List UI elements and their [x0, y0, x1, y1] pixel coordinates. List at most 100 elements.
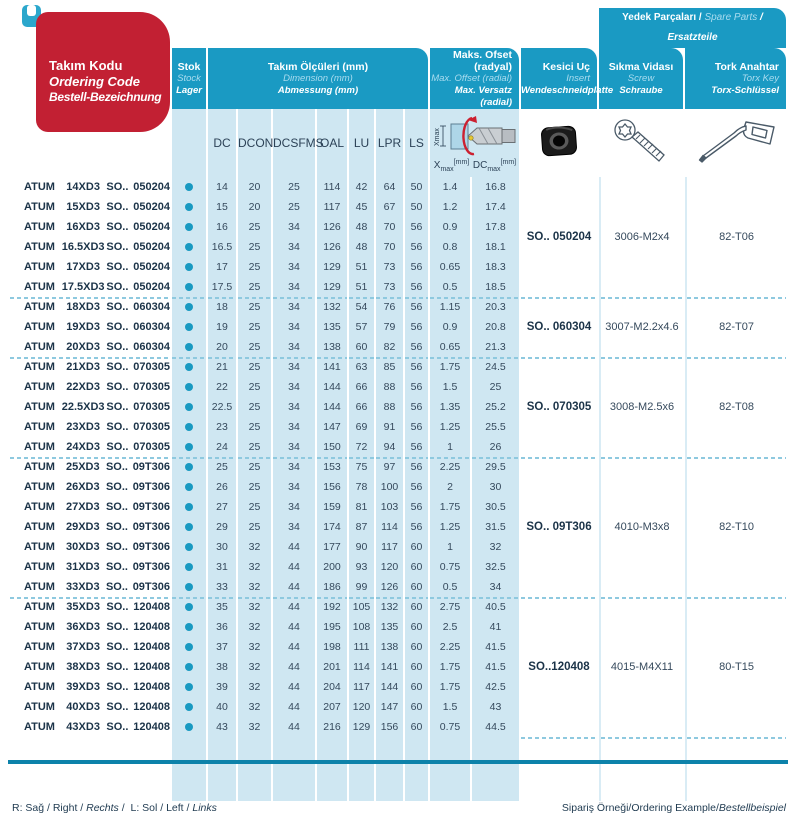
dim-value: 60 [405, 697, 428, 717]
dcmax-label: DCmax[mm] [472, 159, 517, 173]
table-row: ATUM 23XD3 SO.. 070305 23 25 34 147 69 91 56 1.25 25… [10, 417, 786, 437]
dim-value: 34 [273, 277, 315, 297]
xmax-value: 0.65 [430, 257, 470, 277]
dim-value: 81 [349, 497, 374, 517]
torx-key-code: 82-T08 [685, 357, 787, 457]
dim-value: 32 [238, 577, 271, 597]
insert-code: SO.. 060304 [521, 297, 597, 357]
stock-cell [172, 577, 206, 597]
filler-insert-cell [521, 737, 597, 801]
dim-value: 25 [238, 277, 271, 297]
ordering-code-label-tr: Takım Kodu [49, 58, 123, 73]
dim-value: 192 [317, 597, 347, 617]
xmax-value: 1.35 [430, 397, 470, 417]
dim-value: 56 [405, 277, 428, 297]
dcmax-value: 31.5 [472, 517, 519, 537]
dcmax-value: 30 [472, 477, 519, 497]
xmax-value: 2.25 [430, 457, 470, 477]
dim-value: 67 [376, 197, 403, 217]
dim-value: 60 [405, 557, 428, 577]
table-row: ATUM 22.5XD3 SO.. 070305 22.5 25 34 144 66 88 56 1.… [10, 397, 786, 417]
dim-value: 88 [376, 377, 403, 397]
screw-code: 4015-M4X11 [599, 597, 683, 737]
table-row: ATUM 26XD3 SO.. 09T306 26 25 34 156 78 100 56 2 30 [10, 477, 786, 497]
dcmax-value: 18.1 [472, 237, 519, 257]
tool-code: ATUM 26XD3 SO.. 09T306 [10, 477, 170, 497]
dim-value: 60 [405, 577, 428, 597]
stock-cell [172, 437, 206, 457]
dim-value: 44 [273, 577, 315, 597]
xmax-value: 2.75 [430, 597, 470, 617]
xmax-value: 0.9 [430, 317, 470, 337]
table-row: ATUM 19XD3 SO.. 060304 19 25 34 135 57 79 56 0.9 20.… [10, 317, 786, 337]
tool-code: ATUM 17.5XD3 SO.. 050204 [10, 277, 170, 297]
insert-code: SO.. 050204 [521, 177, 597, 297]
dim-value: 126 [317, 237, 347, 257]
dim-value: 93 [349, 557, 374, 577]
tool-code: ATUM 37XD3 SO.. 120408 [10, 637, 170, 657]
dim-value: 25 [238, 457, 271, 477]
xmax-value: 2.25 [430, 637, 470, 657]
screw-header: Sıkma Vidası Screw Schraube [599, 48, 683, 109]
spare-parts-label-de: / Ersatzteile [667, 12, 763, 43]
screw-code: 3007-M2.2x4.6 [599, 297, 683, 357]
xmax-value: 0.65 [430, 337, 470, 357]
dim-value: 34 [273, 357, 315, 377]
dim-value: 57 [349, 317, 374, 337]
dim-value: 100 [376, 477, 403, 497]
dim-value: 70 [376, 237, 403, 257]
screw-image-cell [599, 109, 683, 177]
xmax-value: 0.8 [430, 237, 470, 257]
dim-value: 204 [317, 677, 347, 697]
xmax-value: 1.4 [430, 177, 470, 197]
insert-code: SO..120408 [521, 597, 597, 737]
dim-value: 144 [317, 377, 347, 397]
in-stock-dot [185, 183, 193, 191]
insert-code: SO.. 070305 [521, 357, 597, 457]
dim-value: 90 [349, 537, 374, 557]
tool-code: ATUM 25XD3 SO.. 09T306 [10, 457, 170, 477]
dim-value: 25 [238, 437, 271, 457]
dim-value: 20 [238, 197, 271, 217]
dim-value: 63 [349, 357, 374, 377]
xmax-value: 0.9 [430, 217, 470, 237]
dcmax-value: 18.3 [472, 257, 519, 277]
dim-value: 30 [208, 537, 236, 557]
dim-value: 44 [273, 557, 315, 577]
table-row: ATUM 30XD3 SO.. 09T306 30 32 44 177 90 117 60 1 32 [10, 537, 786, 557]
stock-cell [172, 237, 206, 257]
dim-value: 25 [238, 217, 271, 237]
in-stock-dot [185, 703, 193, 711]
dim-value: 156 [376, 717, 403, 737]
dim-value: 25 [238, 417, 271, 437]
dim-value: 29 [208, 517, 236, 537]
xmax-value: 1.25 [430, 517, 470, 537]
in-stock-dot [185, 343, 193, 351]
in-stock-dot [185, 203, 193, 211]
dim-value: 135 [376, 617, 403, 637]
filler-cell [273, 737, 315, 801]
xmax-value: 1 [430, 437, 470, 457]
dcmax-value: 32.5 [472, 557, 519, 577]
dim-value: 44 [273, 697, 315, 717]
dim-value: 34 [273, 317, 315, 337]
screw-icon [614, 118, 665, 162]
stock-cell [172, 717, 206, 737]
in-stock-dot [185, 503, 193, 511]
dim-value: 56 [405, 457, 428, 477]
dim-value: 85 [376, 357, 403, 377]
dim-value: 40 [208, 697, 236, 717]
dim-value: 135 [317, 317, 347, 337]
tool-code: ATUM 31XD3 SO.. 09T306 [10, 557, 170, 577]
dim-value: 117 [376, 537, 403, 557]
xmax-value: 1.2 [430, 197, 470, 217]
filler-screw-cell [599, 737, 683, 801]
svg-text:Xmax: Xmax [434, 128, 441, 146]
dcmax-value: 25.5 [472, 417, 519, 437]
dim-value: 25 [238, 317, 271, 337]
dim-value: 147 [376, 697, 403, 717]
dim-value: 25 [238, 237, 271, 257]
ordering-example-title: Sipariş Örneği/Ordering Example/Bestellb… [561, 802, 786, 814]
ordering-code-box: Takım Kodu Ordering Code Bestell-Bezeich… [36, 12, 170, 132]
dim-value: 34 [273, 457, 315, 477]
